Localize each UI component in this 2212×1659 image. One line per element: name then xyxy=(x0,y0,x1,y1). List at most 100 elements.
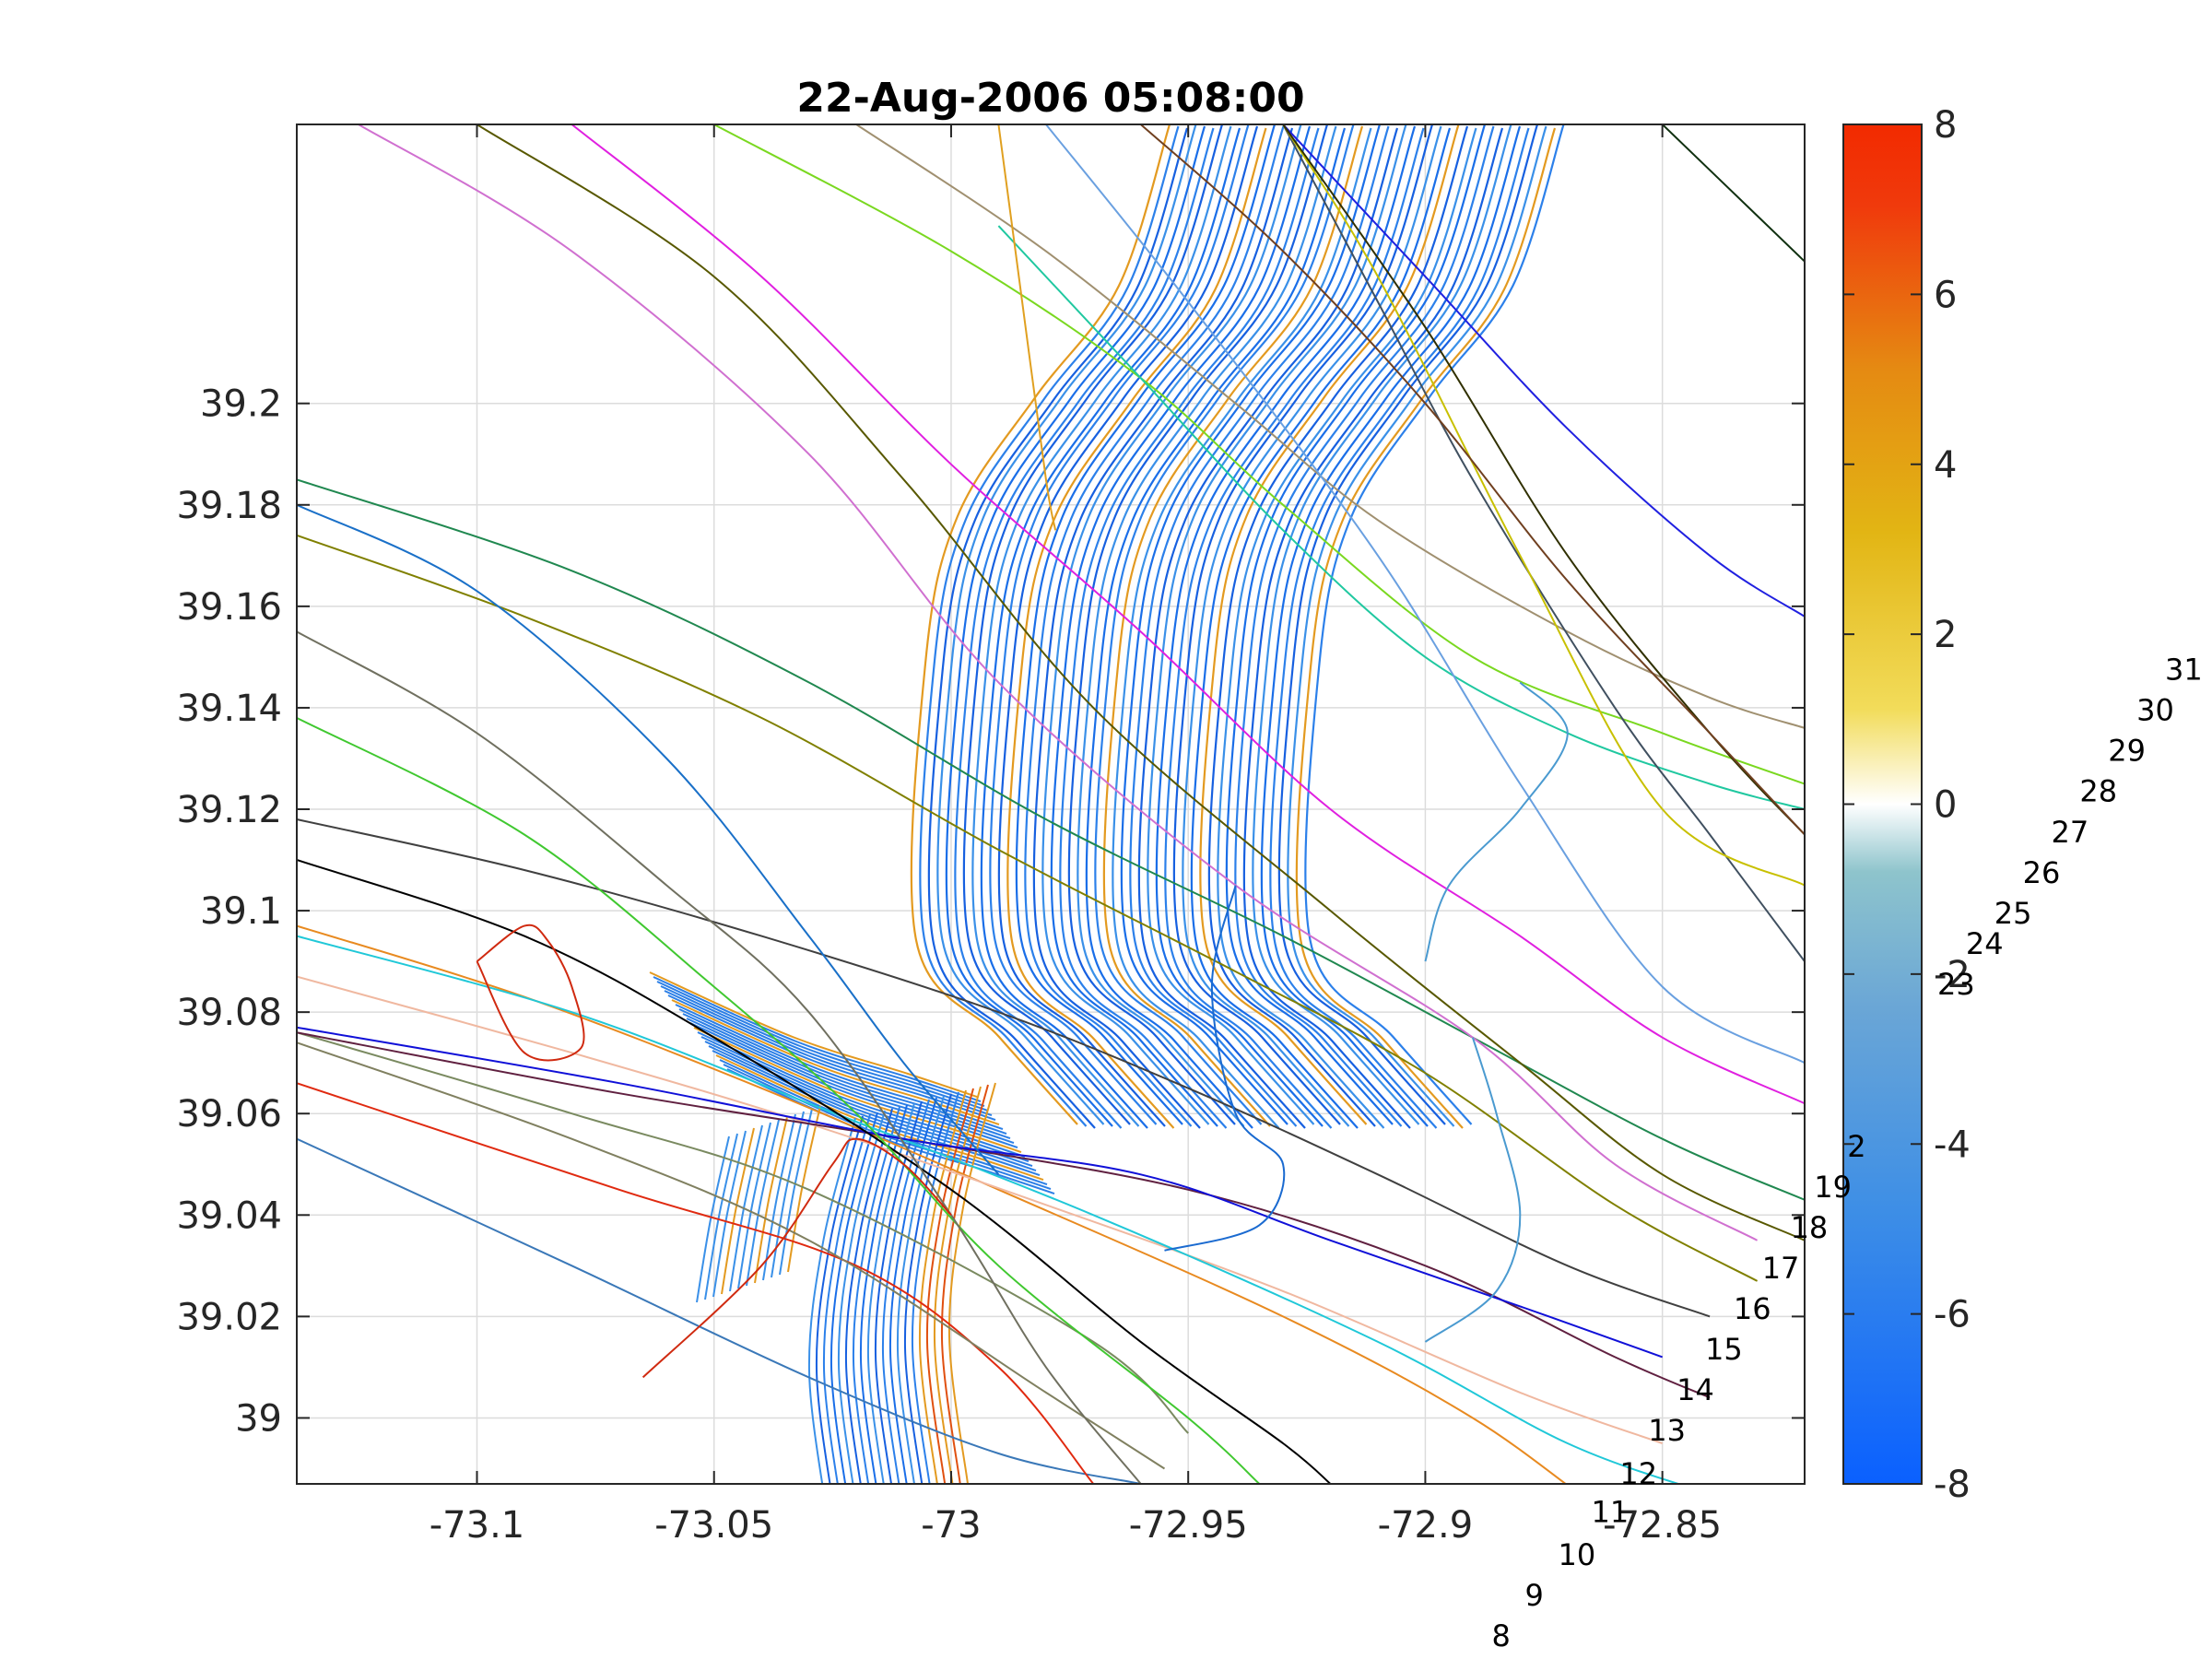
colorbar-tick-label: 0 xyxy=(1934,784,1957,827)
contour-line xyxy=(1155,125,1417,1127)
trajectory-line xyxy=(1282,124,1805,836)
trajectory-line xyxy=(297,859,1332,1484)
y-tick-label: 39.02 xyxy=(176,1296,282,1338)
track-label: 14 xyxy=(1677,1372,1714,1407)
contour-line xyxy=(997,125,1259,1127)
contour-line xyxy=(746,1119,780,1287)
contour-line xyxy=(1242,127,1504,1129)
contour-line xyxy=(1085,127,1347,1129)
contour-line xyxy=(1015,124,1277,1125)
contour-line xyxy=(989,124,1250,1125)
track-label: 27 xyxy=(2052,815,2089,850)
trajectory-line xyxy=(297,924,1568,1484)
y-tick-label: 39.08 xyxy=(176,992,282,1034)
contour-line xyxy=(1260,125,1522,1127)
colorbar-tick-label: -4 xyxy=(1934,1124,1971,1166)
colorbar-tick-label: 2 xyxy=(1934,614,1957,656)
contour-line xyxy=(689,1022,1018,1148)
contour-line xyxy=(721,1127,755,1295)
y-tick-label: 39.14 xyxy=(176,688,282,730)
contour-line xyxy=(712,1130,747,1298)
trajectory-line xyxy=(1424,681,1569,962)
trajectory-line xyxy=(1045,124,1805,1065)
trajectory-line xyxy=(297,534,1759,1282)
contour-line xyxy=(1024,125,1285,1127)
contour-line xyxy=(693,1027,1022,1153)
contour-line xyxy=(844,1108,893,1484)
contour-line xyxy=(940,1084,989,1484)
contour-line xyxy=(1217,127,1477,1129)
trajectory-line xyxy=(297,503,1000,1175)
contour-line xyxy=(682,1013,1011,1139)
grid-lines xyxy=(297,124,1805,1484)
contour-line xyxy=(852,1106,900,1484)
trajectory-line xyxy=(297,1031,1711,1399)
contour-line xyxy=(815,1115,864,1484)
contour-line xyxy=(1225,124,1487,1125)
contour-line xyxy=(1050,125,1312,1127)
y-tick-label: 39.16 xyxy=(176,586,282,629)
contour-line xyxy=(1102,125,1364,1127)
track-label: 19 xyxy=(1814,1170,1852,1205)
trajectory-line xyxy=(297,818,1711,1318)
trajectory-line xyxy=(1164,885,1286,1252)
trajectory-line xyxy=(1282,124,1805,887)
contour-line xyxy=(653,976,982,1102)
colorbar-axis: 8 6 4 2 0 -2 -4 -6 -8 xyxy=(1843,104,1971,1506)
track-label: 11 xyxy=(1591,1494,1629,1529)
contour-line xyxy=(1234,125,1495,1127)
y-tick-label: 39.2 xyxy=(200,383,282,426)
contour-line xyxy=(971,125,1232,1127)
trajectory-line xyxy=(297,1026,1664,1359)
contour-line xyxy=(962,124,1224,1125)
contour-line xyxy=(1006,127,1267,1129)
colorbar-tick-label: -2 xyxy=(1934,954,1971,996)
trajectory-line xyxy=(1424,1037,1522,1343)
contour-line xyxy=(807,1117,856,1484)
trajectory-line xyxy=(297,1137,1141,1484)
contour-line xyxy=(919,125,1180,1127)
contour-line xyxy=(1287,125,1547,1127)
contour-line xyxy=(903,1093,952,1484)
contour-line xyxy=(1164,127,1425,1129)
x-tick-label: -73.1 xyxy=(429,1504,525,1547)
contour-line xyxy=(704,1133,738,1300)
contour-line xyxy=(771,1111,805,1278)
track-label: 15 xyxy=(1705,1332,1743,1367)
track-label: 24 xyxy=(1966,926,2004,961)
contour-line xyxy=(1277,124,1539,1125)
contour-line xyxy=(1182,125,1442,1127)
trajectory-line xyxy=(358,124,1759,1241)
contour-line xyxy=(779,1108,813,1276)
y-tick-label: 39.04 xyxy=(176,1194,282,1237)
track-label: 18 xyxy=(1791,1210,1829,1245)
track-label: 9 xyxy=(1524,1578,1543,1613)
trajectory-line xyxy=(476,124,1805,1241)
contour-line xyxy=(837,1110,886,1484)
contour-line xyxy=(1207,125,1469,1127)
track-label: 10 xyxy=(1558,1537,1595,1572)
colorbar-tick-label: 6 xyxy=(1934,274,1957,316)
track-label: 23 xyxy=(1937,967,1975,1002)
contour-line xyxy=(754,1116,788,1284)
trajectory-line xyxy=(641,1137,952,1379)
trajectory-line xyxy=(297,1082,1095,1484)
contour-line xyxy=(1094,124,1355,1125)
track-label: 17 xyxy=(1762,1251,1800,1286)
contour-line xyxy=(675,1004,1004,1130)
contour-line xyxy=(1032,127,1294,1129)
contour-line xyxy=(1172,124,1434,1125)
x-tick-label: -72.9 xyxy=(1378,1504,1474,1547)
trajectory-line xyxy=(855,124,1805,729)
trajectory-line xyxy=(297,1041,1166,1470)
contour-line xyxy=(830,1112,878,1484)
x-axis: -73.1 -73.05 -73 -72.95 -72.9 -72.85 xyxy=(429,124,1722,1547)
colorbar-tick-label: -6 xyxy=(1934,1294,1971,1336)
y-tick-label: 39 xyxy=(235,1397,282,1440)
colorbar-tick-label: 8 xyxy=(1934,104,1957,147)
trajectory-line xyxy=(297,478,1805,1201)
track-label: 8 xyxy=(1491,1618,1510,1653)
trajectory-line xyxy=(297,935,1682,1484)
